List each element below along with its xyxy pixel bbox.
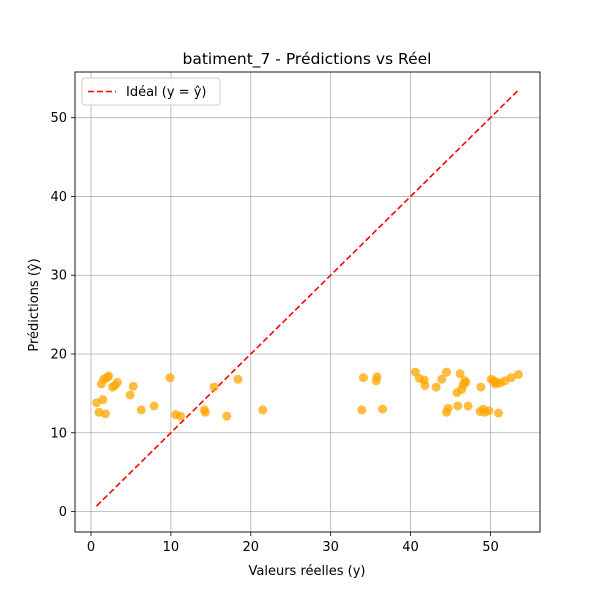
data-point xyxy=(222,411,232,421)
y-tick-label: 20 xyxy=(50,347,67,362)
legend: Idéal (y = ŷ) xyxy=(81,77,221,106)
legend-box xyxy=(81,77,221,106)
data-point xyxy=(506,373,516,383)
y-tick-label: 40 xyxy=(50,190,67,205)
data-point xyxy=(136,405,146,415)
y-axis-ticks: 0 10 20 30 40 50 xyxy=(50,111,75,520)
data-point xyxy=(104,371,114,381)
data-point xyxy=(358,373,368,383)
data-points xyxy=(92,367,523,421)
data-point xyxy=(209,382,219,392)
data-point xyxy=(378,404,388,414)
x-axis-label: Valeurs réelles (y) xyxy=(249,564,366,579)
data-point xyxy=(437,374,447,384)
x-tick-label: 10 xyxy=(163,540,180,555)
data-point xyxy=(443,403,453,413)
data-point xyxy=(98,395,108,405)
y-axis-label: Prédictions (ŷ) xyxy=(27,258,42,351)
x-axis-ticks: 0 10 20 30 40 50 xyxy=(87,532,499,555)
y-tick-label: 0 xyxy=(59,505,67,520)
data-point xyxy=(372,372,382,382)
plot-area-frame xyxy=(74,71,541,533)
data-point xyxy=(476,382,486,392)
data-point xyxy=(442,367,452,377)
x-tick-label: 40 xyxy=(402,540,419,555)
data-point xyxy=(453,401,463,411)
data-point xyxy=(484,406,494,416)
data-point xyxy=(357,405,367,415)
data-point xyxy=(100,409,110,419)
data-point xyxy=(175,411,185,421)
grid xyxy=(75,72,540,532)
y-tick-label: 50 xyxy=(50,111,67,126)
data-point xyxy=(461,377,471,387)
x-tick-label: 0 xyxy=(87,540,95,555)
legend-ideal-label: Idéal (y = ŷ) xyxy=(126,85,206,100)
y-tick-label: 30 xyxy=(50,269,67,284)
data-point xyxy=(463,401,473,411)
data-point xyxy=(200,407,210,417)
data-point xyxy=(258,405,268,415)
y-tick-label: 10 xyxy=(50,426,67,441)
data-point xyxy=(420,380,430,390)
data-point xyxy=(125,390,135,400)
data-point xyxy=(493,408,503,418)
data-point xyxy=(128,381,138,391)
x-tick-label: 30 xyxy=(322,540,339,555)
data-point xyxy=(165,373,175,383)
data-point xyxy=(431,382,441,392)
x-tick-label: 50 xyxy=(482,540,499,555)
data-point xyxy=(149,401,159,411)
data-point xyxy=(513,369,523,379)
data-point xyxy=(233,374,243,384)
x-tick-label: 20 xyxy=(242,540,259,555)
data-point xyxy=(112,377,122,387)
data-point xyxy=(455,369,465,379)
chart-title: batiment_7 - Prédictions vs Réel xyxy=(183,50,432,69)
